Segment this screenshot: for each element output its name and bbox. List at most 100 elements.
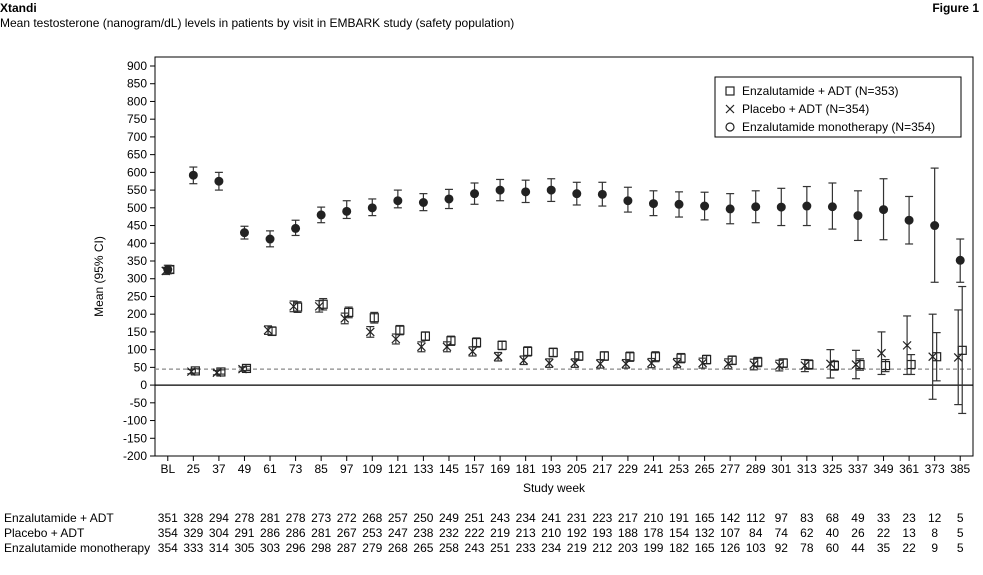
y-tick-label: 550 [127,183,147,197]
risk-table-cell: 23 [902,511,916,525]
legend-entry: Enzalutamide + ADT (N=353) [742,84,899,98]
risk-table-cell: 247 [387,526,408,540]
data-point [470,189,480,199]
y-tick-label: 850 [127,77,147,91]
data-point [853,211,863,221]
data-point [444,194,454,204]
x-tick-label: 265 [695,462,715,476]
data-point [955,255,965,265]
risk-table-cell: 193 [592,526,613,540]
legend-marker [725,86,735,96]
x-tick-label: 193 [541,462,561,476]
risk-table-cell: 219 [490,526,511,540]
data-point [391,334,401,344]
legend-marker [725,104,735,114]
x-marker-stroke [672,358,682,368]
data-point [238,364,247,374]
x-tick-label: 349 [874,462,894,476]
risk-table-cell: 188 [617,526,638,540]
legend-entry: Enzalutamide monotherapy (N=354) [742,120,935,134]
risk-table-cell: 182 [669,541,690,555]
risk-table-cell: 132 [694,526,715,540]
risk-table-cell: 268 [362,511,383,525]
risk-table-cell: 243 [464,541,485,555]
data-point [700,201,710,211]
risk-table-cell: 212 [592,541,613,555]
x-tick-label: 301 [771,462,791,476]
x-marker-stroke [493,352,503,362]
risk-table-cell: 217 [617,511,638,525]
data-point [647,358,656,368]
risk-table-cell: 250 [413,511,434,525]
x-tick-label: 121 [388,462,408,476]
data-point [289,301,299,311]
y-tick-label: 800 [127,94,147,108]
data-point [239,228,249,238]
data-point [800,361,810,371]
figure-label: Figure 1 [932,1,979,15]
risk-table-cell: 298 [311,541,332,555]
risk-table-cell: 35 [876,541,891,555]
x-marker-stroke [340,314,350,323]
risk-table-cell: 154 [669,526,690,540]
data-point [953,353,963,362]
risk-table-cell: 253 [362,526,383,540]
data-point [827,202,837,212]
header: Xtandi Mean testosterone (nanogram/dL) l… [0,1,514,31]
risk-table-cell: 234 [515,511,536,525]
risk-table-cell: 286 [285,526,306,540]
x-tick-label: 97 [340,462,354,476]
data-point [597,189,607,199]
data-point [650,352,661,362]
risk-table-cell: 238 [413,526,434,540]
data-point [595,359,605,369]
series-3 [163,166,965,283]
x-marker-stroke [519,355,529,365]
risk-table-cell: 291 [234,526,255,540]
y-tick-label: 750 [127,112,147,126]
x-marker-stroke [647,358,656,368]
data-point [672,358,682,368]
data-point [877,348,886,358]
y-tick-label: -100 [123,414,147,428]
plot-frame [154,56,974,457]
data-point [468,346,477,356]
legend-box [714,76,962,138]
x-tick-label: 325 [822,462,842,476]
x-tick-label: 61 [263,462,277,476]
y-tick-label: 200 [127,307,147,321]
risk-table-cell: 278 [285,511,306,525]
data-point [420,331,431,341]
testosterone-chart: 9008508007507006506005505004504003503002… [92,56,974,495]
risk-table-row-label: Placebo + ADT [4,526,85,540]
x-marker-stroke [800,361,810,371]
x-marker-stroke [570,358,580,368]
data-point [574,351,584,361]
x-marker-stroke [953,353,963,362]
y-tick-label: 650 [127,148,147,162]
data-point [674,199,684,209]
risk-table-cell: 103 [745,541,766,555]
x-marker-stroke [749,360,759,369]
risk-table-cell: 83 [800,511,814,525]
data-point [367,203,377,213]
risk-table-cell: 22 [876,526,891,540]
risk-table-cell: 192 [566,526,587,540]
data-point [393,196,403,206]
data-point [291,223,301,233]
x-marker-stroke [544,358,554,368]
x-marker-stroke [186,367,196,377]
data-point [342,206,352,216]
data-point [263,325,273,335]
legend-entry: Placebo + ADT (N=354) [742,102,869,116]
risk-table-cell: 305 [234,541,255,555]
y-tick-label: 100 [127,343,147,357]
risk-table-cell: 234 [541,541,562,555]
x-marker-stroke [416,342,426,352]
data-point [802,201,812,211]
risk-table-cell: 333 [183,541,204,555]
x-tick-label: 109 [362,462,382,476]
x-tick-label: 253 [669,462,689,476]
data-point [572,189,582,199]
risk-table-cell: 286 [260,526,281,540]
